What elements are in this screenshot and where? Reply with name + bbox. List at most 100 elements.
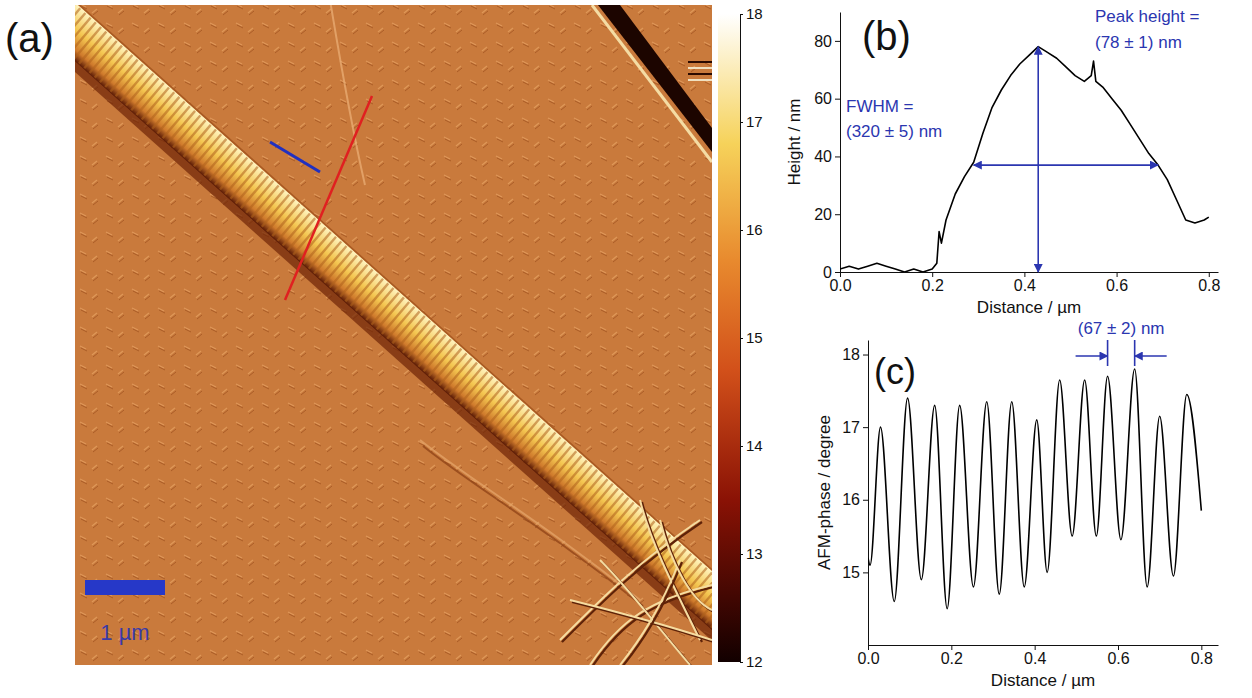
- fibril: [560, 520, 700, 640]
- tick: 20: [814, 206, 840, 223]
- tick: 0.4: [1014, 272, 1036, 294]
- profile-line: [840, 47, 1209, 272]
- fiber-edge: [75, 5, 712, 650]
- axis-line: [840, 13, 841, 273]
- colorbar: [718, 14, 740, 662]
- tick: 0.0: [857, 645, 879, 667]
- tick-label: 18: [842, 346, 860, 363]
- annotation-text: (78 ± 1) nm: [1095, 33, 1182, 52]
- fibril-shadow: [662, 522, 712, 612]
- fiber-body: [75, 5, 712, 665]
- tick: 14: [740, 437, 763, 454]
- tick: 0.4: [1024, 645, 1046, 667]
- tick-mark: [835, 214, 840, 215]
- annotation-text: FWHM =: [846, 97, 914, 116]
- tick: 12: [740, 653, 763, 670]
- fiber-stripe: [75, 22, 97, 54]
- annotation-text: Peak height =: [1095, 7, 1200, 26]
- tick-label: 0.8: [1198, 277, 1220, 294]
- tick-label: 0.6: [1107, 650, 1129, 667]
- axis: 0.0 0.2 0.4 0.6 0.8: [857, 645, 1218, 667]
- tick-mark: [863, 427, 868, 428]
- x-axis-title: Distance / µm: [991, 671, 1095, 690]
- tick: 13: [740, 545, 763, 562]
- y-axis-title: AFM-phase / degree: [815, 415, 834, 570]
- figure: (a) 1 µm 12 13 14 15 16 17 18 0.0 0.2 0.4 0.6 0.8 0 20 4…: [0, 0, 1252, 698]
- tick-label: 0: [823, 264, 832, 281]
- fibril-shadow: [562, 522, 702, 642]
- tick-mark: [1024, 272, 1025, 277]
- tick-label: 60: [814, 90, 832, 107]
- fibril: [640, 500, 700, 640]
- tick-mark: [835, 41, 840, 42]
- tick-mark: [863, 355, 868, 356]
- tick: 17: [740, 113, 763, 130]
- tick-label: 0.4: [1024, 650, 1046, 667]
- tick-label: 0.0: [857, 650, 879, 667]
- tick: 0.8: [1198, 272, 1220, 294]
- scale-bar-label: 1 µm: [100, 620, 149, 645]
- tick: 18: [842, 346, 868, 363]
- tick-mark: [740, 446, 743, 447]
- profile-line-red: [285, 96, 372, 300]
- axis: 15 16 17 18: [842, 341, 868, 646]
- tick-mark: [1035, 645, 1036, 650]
- tick-mark: [835, 156, 840, 157]
- tick: 80: [814, 33, 840, 50]
- fiber-edge: [592, 5, 712, 162]
- tick-mark: [1118, 645, 1119, 650]
- fibril: [570, 600, 712, 640]
- tick-label: 18: [746, 5, 763, 22]
- annotation-arrow: [974, 164, 1158, 166]
- tick: 0.2: [941, 645, 963, 667]
- panel-label: (c): [874, 351, 916, 392]
- tick: 16: [842, 491, 868, 508]
- tick-mark: [740, 230, 743, 231]
- tick-mark: [840, 272, 841, 277]
- profile-line: [868, 369, 1201, 609]
- tick-mark: [1117, 272, 1118, 277]
- tick: 0.6: [1107, 645, 1129, 667]
- tick: 60: [814, 90, 840, 107]
- annotation-text: (320 ± 5) nm: [846, 122, 942, 141]
- tick-label: 16: [842, 491, 860, 508]
- panel-label: (b): [862, 14, 911, 58]
- plot-area: [840, 47, 1209, 272]
- tick-label: 0.2: [922, 277, 944, 294]
- tick-label: 17: [842, 419, 860, 436]
- scan-streak: [688, 67, 712, 69]
- tick-mark: [863, 500, 868, 501]
- scan-streak: [688, 79, 712, 81]
- tick-label: 0.8: [1191, 650, 1213, 667]
- plot-area: [868, 369, 1201, 609]
- tick-mark: [835, 99, 840, 100]
- tick-label: 12: [746, 653, 763, 670]
- tick-mark: [835, 272, 840, 273]
- tick-label: 16: [746, 221, 763, 238]
- tick: 0.6: [1106, 272, 1128, 294]
- tick-label: 40: [814, 148, 832, 165]
- tick: 16: [740, 221, 763, 238]
- tick-mark: [740, 662, 743, 663]
- fiber-stripe: [75, 5, 76, 36]
- fiber: [75, 5, 712, 665]
- axis-line: [841, 272, 1219, 273]
- tick-label: 14: [746, 437, 763, 454]
- fiber-dark: [598, 5, 712, 152]
- tick-mark: [740, 338, 743, 339]
- tick-label: 15: [746, 329, 763, 346]
- tick-label: 15: [842, 564, 860, 581]
- tick-label: 0.6: [1106, 277, 1128, 294]
- tick-mark: [932, 272, 933, 277]
- fibril: [660, 520, 712, 610]
- afm-image: [75, 5, 712, 665]
- panel-label: (a): [5, 16, 54, 60]
- tick-mark: [740, 122, 743, 123]
- tick-label: 0.0: [829, 277, 851, 294]
- tick-mark: [863, 572, 868, 573]
- tick-label: 0.2: [941, 650, 963, 667]
- tick: 0.0: [829, 272, 851, 294]
- tick-label: 20: [814, 206, 832, 223]
- tick-label: 17: [746, 113, 763, 130]
- scale-bar: [85, 580, 165, 595]
